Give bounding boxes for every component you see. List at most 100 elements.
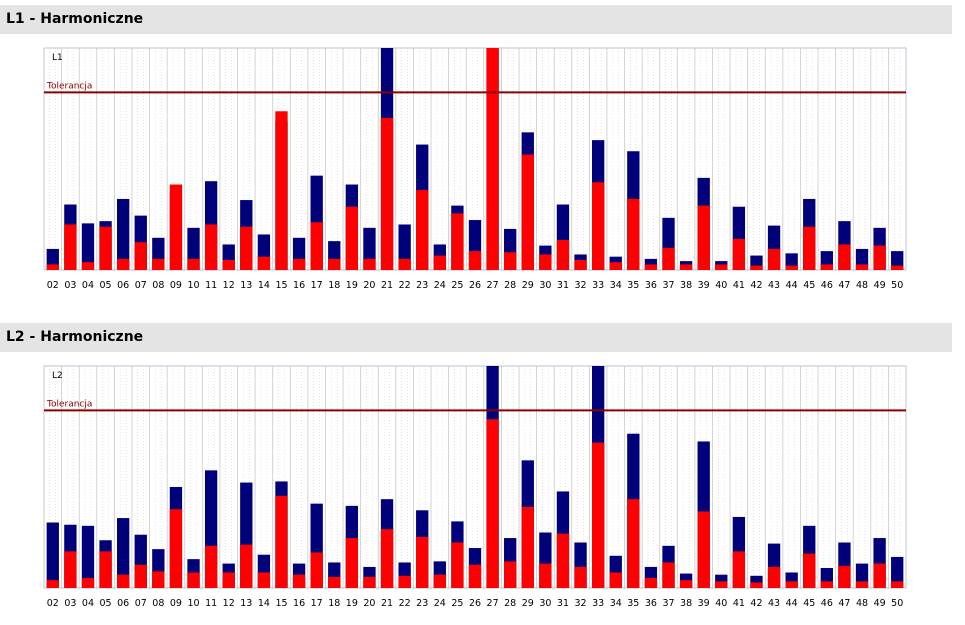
l2-bar-blue-04 (81, 525, 95, 588)
l2-tick-label: 30 (539, 598, 551, 609)
l2-tick-label: 20 (363, 598, 375, 609)
l2-corner-label: L2 (52, 371, 63, 381)
l1-bar-red-20 (363, 258, 376, 270)
l1-bar-red-17 (310, 222, 323, 270)
l2-tick-label: 47 (838, 598, 850, 609)
l1-bar-red-12 (222, 260, 235, 270)
l2-bar-red-16 (292, 574, 306, 588)
l2-section: L2 - Harmoniczne Tolerancja L2 02 03 04 05 06 0… (0, 323, 952, 620)
l1-tick-label: 29 (522, 280, 534, 291)
l1-section: L1 - Harmoniczne Tolerancja L1 02 03 04 05 06 0… (0, 5, 952, 302)
l2-bar-red-46 (820, 581, 833, 588)
l2-tick-label: 32 (575, 598, 587, 609)
l2-tick-label: 36 (645, 598, 657, 609)
l1-tick-label: 10 (187, 280, 199, 291)
l1-corner-label: L1 (52, 53, 63, 63)
l1-bar-red-06 (117, 258, 130, 270)
l2-tick-label: 44 (786, 598, 798, 609)
l1-bar-red-03 (64, 224, 77, 270)
l1-tick-label: 44 (786, 280, 798, 291)
l2-tick-label: 11 (205, 598, 217, 609)
l1-bar-red-10 (187, 258, 200, 270)
l2-bar-red-06 (117, 574, 130, 588)
l2-tick-label: 13 (240, 598, 252, 609)
l2-bar-red-35 (627, 499, 640, 588)
l2-tick-label: 07 (135, 598, 147, 609)
l1-bar-red-46 (820, 264, 833, 270)
l1-bar-red-04 (81, 262, 95, 270)
l1-tick-label: 23 (416, 280, 428, 291)
l2-tick-label: 17 (311, 598, 323, 609)
l2-bar-red-11 (204, 545, 218, 588)
l2-bar-red-26 (468, 564, 482, 588)
l1-bar-red-27 (486, 48, 499, 270)
l2-tick-label: 18 (328, 598, 340, 609)
l2-tick-label: 26 (469, 598, 481, 609)
l1-tick-label: 45 (803, 280, 815, 291)
l2-bar-red-41 (732, 551, 746, 588)
l1-bar-red-08 (152, 258, 165, 270)
l2-bar-red-21 (380, 529, 394, 588)
l1-tick-label: 35 (627, 280, 639, 291)
l2-tick-label: 03 (64, 598, 76, 609)
l2-tick-label: 06 (117, 598, 129, 609)
l1-tick-label: 50 (891, 280, 903, 291)
l1-tick-label: 02 (47, 280, 59, 291)
l1-bar-red-21 (380, 117, 394, 271)
l1-tick-label: 42 (750, 280, 762, 291)
l1-bar-red-31 (556, 240, 570, 270)
l2-tick-label: 46 (821, 598, 833, 609)
l1-bar-red-33 (591, 182, 605, 270)
l2-bar-red-08 (152, 571, 165, 588)
l2-bar-red-03 (64, 551, 77, 588)
l1-tick-label: 26 (469, 280, 481, 291)
l2-tick-label: 40 (715, 598, 727, 609)
l2-tick-label: 50 (891, 598, 903, 609)
l2-tick-label: 35 (627, 598, 639, 609)
l2-tick-label: 27 (487, 598, 499, 609)
l1-tick-label: 33 (592, 280, 604, 291)
l1-section-title: L1 - Harmoniczne (0, 5, 952, 34)
l1-tick-label: 38 (680, 280, 692, 291)
l1-tick-label: 48 (856, 280, 868, 291)
l2-bar-red-09 (169, 509, 183, 588)
l1-tick-label: 40 (715, 280, 727, 291)
l2-bar-red-12 (222, 572, 235, 588)
l1-bar-blue-04 (81, 223, 95, 270)
l2-bar-red-14 (257, 572, 271, 588)
l1-tick-label: 19 (346, 280, 358, 291)
l1-tick-label: 24 (434, 280, 446, 291)
l1-tick-label: 15 (275, 280, 287, 291)
l2-harmonics-chart: Tolerancja L2 02 03 04 05 06 07 08 09 10 11 12 13 14 15… (43, 365, 907, 609)
l1-tick-label: 27 (487, 280, 499, 291)
l1-bar-red-44 (785, 265, 798, 270)
l2-tick-label: 43 (768, 598, 780, 609)
l2-bar-red-40 (715, 581, 728, 588)
l2-bar-red-28 (504, 561, 517, 588)
l2-tick-label: 34 (610, 598, 622, 609)
l1-tick-label: 17 (311, 280, 323, 291)
l1-tick-label: 08 (152, 280, 164, 291)
l1-bar-red-05 (99, 226, 112, 270)
l1-tick-label: 20 (363, 280, 375, 291)
l2-bar-red-36 (644, 578, 658, 588)
l2-bar-blue-02 (46, 522, 59, 588)
l1-bar-red-14 (257, 256, 271, 270)
l2-bar-red-44 (785, 581, 798, 588)
l2-bar-red-13 (240, 544, 253, 588)
l2-bar-blue-06 (117, 518, 130, 588)
l1-tick-label: 32 (575, 280, 587, 291)
l2-tick-label: 05 (100, 598, 112, 609)
l1-bar-red-43 (767, 248, 781, 270)
l1-tick-label: 28 (504, 280, 516, 291)
l1-bar-red-16 (292, 258, 306, 270)
l1-tick-label: 22 (399, 280, 411, 291)
l2-tick-label: 28 (504, 598, 516, 609)
l1-bar-red-15 (275, 111, 288, 271)
l1-bar-red-39 (697, 205, 710, 270)
l1-harmonics-chart: Tolerancja L1 02 03 04 05 06 07 08 09 10 11 12 13 14 15… (43, 47, 907, 291)
l1-tick-label: 13 (240, 280, 252, 291)
l2-bar-red-15 (275, 495, 288, 588)
l1-tick-label: 31 (557, 280, 569, 291)
l1-bar-red-50 (891, 265, 904, 270)
